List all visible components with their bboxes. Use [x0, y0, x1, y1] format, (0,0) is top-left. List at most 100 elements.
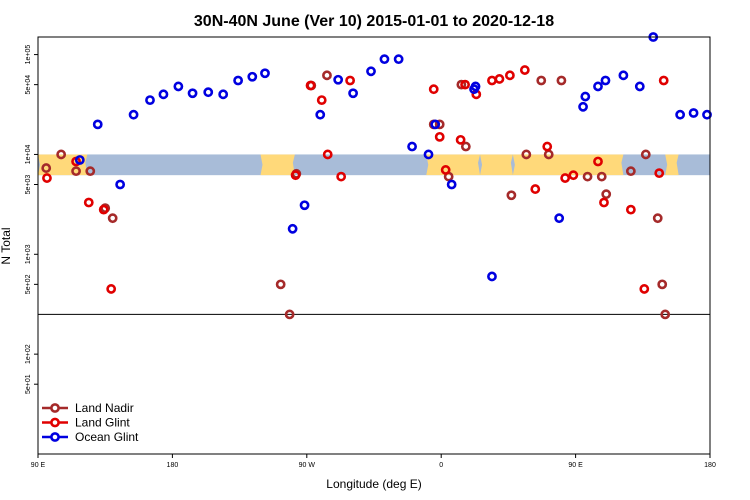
ocean-glint-point	[315, 109, 326, 120]
land-nadir-point	[456, 79, 467, 90]
land-glint-point	[98, 204, 109, 215]
land-glint-point	[42, 173, 52, 183]
land-glint-point	[625, 204, 636, 215]
land-glint-point	[440, 165, 451, 175]
land-nadir-point	[582, 171, 593, 182]
y-tick-label: 1e+04	[25, 145, 32, 165]
land-glint-point	[336, 171, 347, 182]
ocean-glint-point	[187, 88, 198, 99]
data-points	[41, 32, 712, 320]
y-tick-label: 1e+05	[25, 45, 32, 65]
land-nadir-point	[322, 70, 332, 81]
land-glint-point	[658, 75, 669, 86]
land-glint-point	[504, 70, 515, 81]
x-tick-label: 180	[704, 462, 716, 469]
legend-label: Land Nadir	[75, 401, 134, 415]
land-nadir-point	[107, 213, 118, 224]
land-nadir-point	[657, 279, 668, 290]
y-tick-label: 5e+02	[25, 274, 32, 294]
land-glint-point	[428, 84, 439, 95]
ocean-glint-point	[580, 91, 591, 102]
land-glint-point	[599, 197, 609, 208]
ocean-glint-point	[600, 75, 611, 86]
ocean-glint-point	[287, 223, 298, 234]
ocean-glint-point	[675, 109, 686, 120]
land-nadir-point	[506, 190, 517, 201]
ocean-glint-point	[446, 179, 457, 190]
y-tick-label: 5e+01	[25, 374, 32, 394]
x-tick-label: 90 W	[299, 462, 316, 469]
ocean-glint-point	[470, 81, 481, 92]
ocean-glint-point	[115, 179, 126, 190]
legend-label: Land Glint	[75, 416, 130, 430]
ocean-glint-point	[407, 141, 417, 152]
x-axis-label: Longitude (deg E)	[326, 477, 421, 491]
land-glint-point	[487, 75, 497, 86]
ocean-glint-point	[393, 54, 404, 65]
land-nadir-point	[652, 213, 663, 224]
land-glint-point	[434, 131, 445, 142]
ocean-glint-point	[299, 200, 310, 211]
land-glint-point	[305, 80, 316, 91]
ocean-glint-point	[554, 213, 565, 224]
ocean-glint-point	[688, 108, 699, 118]
x-axis: 90 E 180 90 W 0 90 E 180	[31, 454, 716, 469]
land-nadir-point	[521, 149, 532, 160]
ocean-glint-point	[430, 119, 441, 130]
land-nadir-point	[601, 189, 612, 200]
y-tick-label: 5e+04	[25, 75, 32, 95]
land-glint-point	[639, 284, 650, 294]
y-axis-label: N Total	[0, 227, 13, 264]
legend-marker	[50, 417, 60, 428]
ocean-glint-point	[348, 88, 358, 99]
land-nadir-point	[596, 171, 607, 182]
ocean-glint-point	[702, 109, 712, 120]
ocean-glint-point	[618, 70, 629, 81]
y-tick-label: 1e+02	[25, 344, 32, 364]
land-glint-point	[290, 170, 301, 181]
ocean-glint-point	[158, 89, 169, 100]
legend-label: Ocean Glint	[75, 430, 139, 444]
ocean-glint-point	[218, 89, 229, 100]
map-band	[38, 154, 710, 176]
land-nadir-point	[543, 149, 554, 160]
land-nadir-point	[85, 166, 96, 177]
land-nadir-point	[460, 141, 471, 152]
land-glint-point	[530, 184, 541, 194]
land-nadir-point	[71, 166, 81, 177]
legend-marker	[50, 432, 60, 442]
ocean-glint-point	[593, 81, 603, 92]
land-glint-point	[519, 65, 530, 75]
ocean-glint-point	[247, 71, 258, 82]
land-glint-point	[455, 134, 466, 145]
land-nadir-point	[536, 75, 547, 86]
ocean-glint-point	[366, 66, 376, 77]
land-europe-africa	[426, 154, 481, 176]
y-tick-label: 5e+03	[25, 175, 32, 195]
land-glint-point	[593, 156, 603, 167]
y-tick-label: 1e+03	[25, 244, 32, 264]
land-glint-point	[568, 170, 579, 181]
x-tick-label: 180	[167, 462, 179, 469]
ocean-glint-point	[74, 155, 85, 165]
ocean-glint-point	[634, 81, 645, 92]
x-tick-label: 0	[439, 462, 443, 469]
y-axis: 5e+01 1e+02 5e+02 1e+03 5e+03 1e+04 5e+04 1e+05	[25, 45, 38, 394]
land-glint-point	[654, 168, 665, 179]
ocean-glint-point	[233, 75, 244, 86]
ocean-glint-point	[203, 87, 214, 98]
x-tick-label: 90 E	[568, 462, 583, 469]
land-nadir-point	[275, 279, 286, 290]
ocean-glint-point	[92, 119, 103, 130]
legend-marker	[50, 403, 60, 413]
ocean-glint-point	[423, 149, 434, 160]
land-glint-point	[316, 95, 327, 106]
land-glint-point	[494, 74, 505, 84]
ocean-glint-point	[379, 54, 390, 65]
chart-title: 30N-40N June (Ver 10) 2015-01-01 to 2020…	[194, 13, 554, 30]
land-nadir-point	[556, 75, 567, 86]
land-glint-point	[345, 75, 356, 86]
ocean-glint-point	[487, 271, 497, 282]
